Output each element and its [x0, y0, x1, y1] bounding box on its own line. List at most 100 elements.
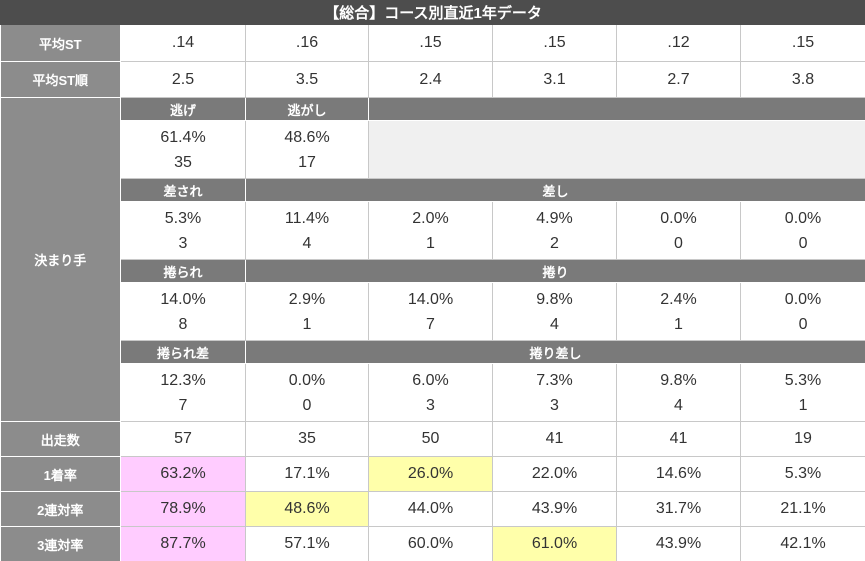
rate: 61.4%	[160, 128, 206, 146]
table-cell: 2.9% 1	[245, 282, 369, 341]
count: 1	[798, 396, 808, 414]
count: 3	[550, 396, 559, 414]
table-cell: 57.1%	[245, 526, 369, 561]
rate: 2.4%	[660, 290, 697, 308]
table-row: 1着率 63.2% 17.1% 26.0% 22.0% 14.6% 5.3%	[0, 456, 865, 492]
table-cell: 31.7%	[616, 491, 741, 527]
table-cell: 3.5	[245, 61, 369, 98]
rate: 6.0%	[412, 371, 449, 389]
rate: 0.0%	[784, 209, 822, 227]
table-cell: 41	[492, 421, 617, 457]
table-cell: 11.4% 4	[245, 201, 369, 260]
table-row: 14.0% 8 2.9% 1 14.0% 7 9.8% 4 2.4% 1 0.0% 0	[1, 282, 865, 341]
rate: 9.8%	[660, 371, 697, 389]
table-cell: 差され	[120, 178, 246, 202]
table-cell: 48.6% 17	[245, 120, 369, 179]
table-cell: .16	[245, 24, 369, 62]
table-cell: .15	[492, 24, 617, 62]
table-cell: 2連対率	[0, 491, 121, 527]
count: 0	[798, 234, 808, 252]
table-cell: 2.4	[368, 61, 493, 98]
table-cell: 78.9%	[120, 491, 246, 527]
table-cell: .14	[120, 24, 246, 62]
table-cell: 捲られ差	[120, 340, 246, 364]
table-cell: 17.1%	[245, 456, 369, 492]
rate: 7.3%	[536, 371, 573, 389]
rate: 12.3%	[160, 371, 206, 389]
rate: 4.9%	[536, 209, 573, 227]
table-cell: 43.9%	[492, 491, 617, 527]
table-cell: 14.0% 8	[120, 282, 246, 341]
count: 1	[674, 315, 683, 333]
table-cell: 逃げ	[120, 97, 246, 121]
rate: 0.0%	[784, 290, 822, 308]
table-cell: 0.0% 0	[245, 363, 369, 422]
table-row: 出走数 57 35 50 41 41 19	[0, 421, 865, 457]
table-cell: 2.4% 1	[616, 282, 741, 341]
table-cell: 26.0%	[368, 456, 493, 492]
table-cell: 決まり手	[0, 97, 121, 422]
table-cell: 5.3% 1	[739, 363, 865, 422]
count: 7	[178, 396, 188, 414]
rate: 14.0%	[160, 290, 206, 308]
count: 4	[550, 315, 559, 333]
table-cell: 2.5	[120, 61, 246, 98]
count: 8	[178, 315, 188, 333]
table-row: 61.4% 35 48.6% 17	[1, 120, 865, 179]
table-row: 5.3% 3 11.4% 4 2.0% 1 4.9% 2 0.0% 0 0.0% 0	[1, 201, 865, 260]
rate: 0.0%	[660, 209, 697, 227]
table-row: 決まり手 逃げ 逃がし	[0, 97, 865, 422]
count: 0	[674, 234, 683, 252]
table-cell: 0.0% 0	[739, 201, 865, 260]
table-cell: 0.0% 0	[739, 282, 865, 341]
table-cell: 50	[368, 421, 493, 457]
table-cell: 捲られ	[120, 259, 246, 283]
table-cell: 捲り	[244, 259, 865, 283]
table-cell: 12.3% 7	[120, 363, 246, 422]
table-cell	[367, 97, 865, 121]
table-cell: 2.7	[616, 61, 741, 98]
rate: 2.9%	[288, 290, 326, 308]
table-row: 平均ST順 2.5 3.5 2.4 3.1 2.7 3.8	[0, 61, 865, 98]
table-cell: 差し	[244, 178, 865, 202]
count: 17	[298, 153, 316, 171]
rate: 14.0%	[407, 290, 454, 308]
count: 7	[426, 315, 435, 333]
table-cell: 出走数	[0, 421, 121, 457]
table-cell: 7.3% 3	[492, 363, 617, 422]
count: 35	[174, 153, 192, 171]
table-cell: 2.0% 1	[368, 201, 493, 260]
table-cell: 平均ST順	[0, 61, 121, 98]
table-cell: 60.0%	[368, 526, 493, 561]
rate: 2.0%	[412, 209, 449, 227]
table-cell: 57	[120, 421, 246, 457]
table-row: 12.3% 7 0.0% 0 6.0% 3 7.3% 3 9.8% 4 5.3% 1	[1, 363, 865, 422]
table-cell: .12	[616, 24, 741, 62]
table-cell: 捲り差し	[244, 340, 865, 364]
table-cell: 5.3% 3	[120, 201, 246, 260]
table-cell: 6.0% 3	[368, 363, 493, 422]
table-cell: 0.0% 0	[616, 201, 741, 260]
table-cell: 19	[739, 421, 865, 457]
count: 3	[426, 396, 435, 414]
table-cell: 4.9% 2	[492, 201, 617, 260]
table-cell: 9.8% 4	[492, 282, 617, 341]
table-cell: .15	[368, 24, 493, 62]
table-cell: 61.0%	[492, 526, 617, 561]
table-cell: .15	[739, 24, 865, 62]
table-cell	[367, 120, 865, 179]
table-cell: 43.9%	[616, 526, 741, 561]
table-cell: 61.4% 35	[120, 120, 246, 179]
rate: 5.3%	[784, 371, 822, 389]
table-title: 【総合】コース別直近1年データ	[0, 0, 865, 25]
count: 1	[426, 234, 435, 252]
table-cell: 21.1%	[739, 491, 865, 527]
table-row: 捲られ差 捲り差し	[1, 340, 865, 364]
table-cell: 5.3%	[739, 456, 865, 492]
count: 4	[302, 234, 312, 252]
rate: 0.0%	[288, 371, 326, 389]
table-cell: 14.0% 7	[368, 282, 493, 341]
